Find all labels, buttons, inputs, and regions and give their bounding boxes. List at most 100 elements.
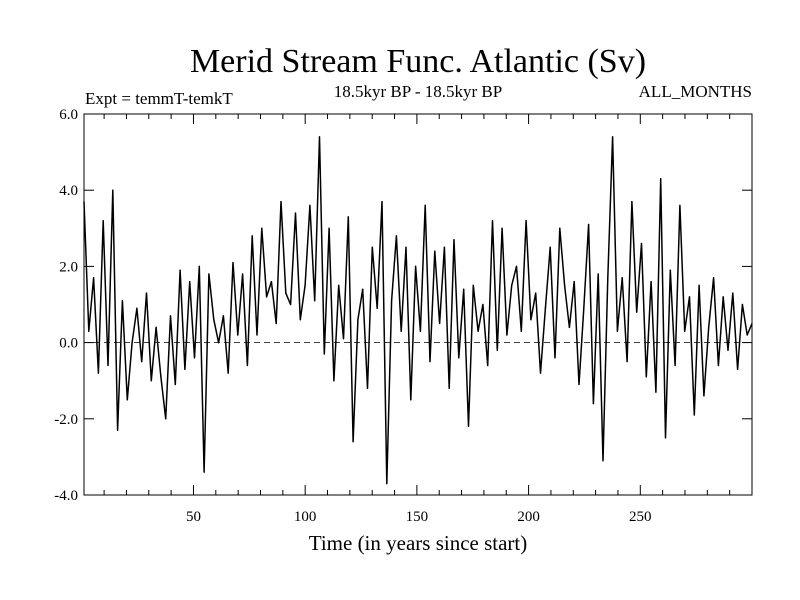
data-point bbox=[222, 315, 224, 317]
data-point bbox=[708, 326, 710, 328]
data-point bbox=[511, 284, 513, 286]
data-point bbox=[97, 372, 99, 374]
data-point bbox=[554, 357, 556, 359]
data-point bbox=[309, 204, 311, 206]
data-point bbox=[506, 334, 508, 336]
data-point bbox=[429, 361, 431, 363]
data-point bbox=[83, 201, 85, 203]
data-point bbox=[496, 349, 498, 351]
data-point bbox=[386, 483, 388, 485]
data-point bbox=[189, 281, 191, 283]
data-point bbox=[688, 296, 691, 298]
data-point bbox=[597, 273, 599, 275]
data-point bbox=[477, 330, 479, 332]
data-point bbox=[453, 239, 455, 241]
data-point bbox=[290, 303, 292, 306]
data-point bbox=[539, 372, 542, 374]
data-point bbox=[371, 246, 373, 248]
data-point bbox=[266, 296, 268, 298]
data-point bbox=[174, 383, 176, 386]
data-point bbox=[131, 342, 133, 344]
x-tick-label: 250 bbox=[629, 509, 652, 525]
data-point bbox=[472, 284, 474, 286]
data-point bbox=[395, 235, 397, 237]
series-line bbox=[83, 136, 753, 485]
data-point bbox=[232, 262, 234, 264]
plot-frame bbox=[83, 113, 753, 496]
data-point bbox=[631, 201, 633, 203]
data-point bbox=[203, 471, 205, 473]
data-point bbox=[568, 326, 571, 328]
data-point bbox=[640, 242, 643, 245]
data-point bbox=[381, 201, 383, 203]
data-point bbox=[400, 330, 402, 332]
data-point bbox=[751, 322, 753, 325]
data-point bbox=[463, 288, 465, 290]
data-point bbox=[165, 418, 167, 420]
data-point bbox=[333, 380, 335, 382]
x-axis: 50 100 150 200 250 bbox=[103, 114, 731, 525]
data-point bbox=[655, 391, 657, 393]
data-point bbox=[198, 265, 200, 267]
data-point bbox=[93, 277, 95, 279]
data-point bbox=[732, 292, 734, 294]
data-point bbox=[674, 364, 676, 367]
data-point bbox=[179, 269, 181, 271]
data-point bbox=[270, 281, 272, 283]
data-point bbox=[213, 319, 215, 321]
data-point bbox=[362, 288, 364, 290]
data-point bbox=[169, 315, 172, 317]
chart-title: Merid Stream Func. Atlantic (Sv) bbox=[190, 43, 646, 80]
y-tick-label: 0.0 bbox=[59, 336, 78, 352]
data-point bbox=[559, 227, 561, 229]
data-point bbox=[650, 281, 652, 283]
data-point bbox=[713, 277, 715, 279]
x-tick-label: 100 bbox=[294, 509, 317, 525]
data-point bbox=[366, 387, 369, 389]
data-point bbox=[491, 220, 494, 222]
data-point bbox=[357, 319, 359, 321]
data-point bbox=[616, 330, 619, 332]
data-point bbox=[121, 300, 123, 302]
data-point bbox=[544, 307, 547, 309]
data-point bbox=[621, 277, 623, 279]
data-point bbox=[660, 178, 662, 180]
data-point bbox=[136, 307, 138, 309]
data-point bbox=[703, 395, 705, 397]
data-point bbox=[242, 273, 244, 275]
data-point bbox=[299, 319, 301, 321]
data-point bbox=[145, 292, 148, 294]
data-point bbox=[112, 189, 114, 191]
data-point bbox=[482, 303, 484, 306]
x-tick-label: 50 bbox=[186, 509, 201, 525]
data-point bbox=[150, 380, 152, 382]
data-point bbox=[314, 300, 316, 302]
data-point bbox=[160, 376, 162, 378]
data-point bbox=[415, 265, 417, 267]
data-point bbox=[391, 300, 393, 302]
data-point bbox=[184, 368, 186, 370]
data-point bbox=[684, 330, 686, 332]
data-point bbox=[573, 281, 575, 283]
y-tick-label: 6.0 bbox=[59, 107, 78, 123]
y-axis: -4.0 -2.0 0.0 2.0 4.0 6.0 bbox=[54, 107, 752, 504]
data-point bbox=[549, 246, 551, 248]
data-point bbox=[515, 265, 518, 267]
data-point bbox=[592, 403, 595, 405]
data-point bbox=[323, 353, 325, 355]
data-point bbox=[443, 246, 445, 248]
data-point bbox=[467, 425, 470, 427]
data-point bbox=[107, 364, 109, 367]
data-point bbox=[698, 284, 700, 286]
data-point bbox=[246, 364, 248, 367]
data-point bbox=[525, 220, 527, 222]
data-point bbox=[626, 361, 628, 363]
data-point bbox=[141, 361, 143, 363]
data-point bbox=[746, 334, 748, 336]
data-point bbox=[256, 334, 258, 336]
x-tick-label: 150 bbox=[406, 509, 429, 525]
data-point bbox=[275, 322, 277, 325]
data-point bbox=[487, 364, 489, 367]
data-point bbox=[645, 376, 647, 378]
